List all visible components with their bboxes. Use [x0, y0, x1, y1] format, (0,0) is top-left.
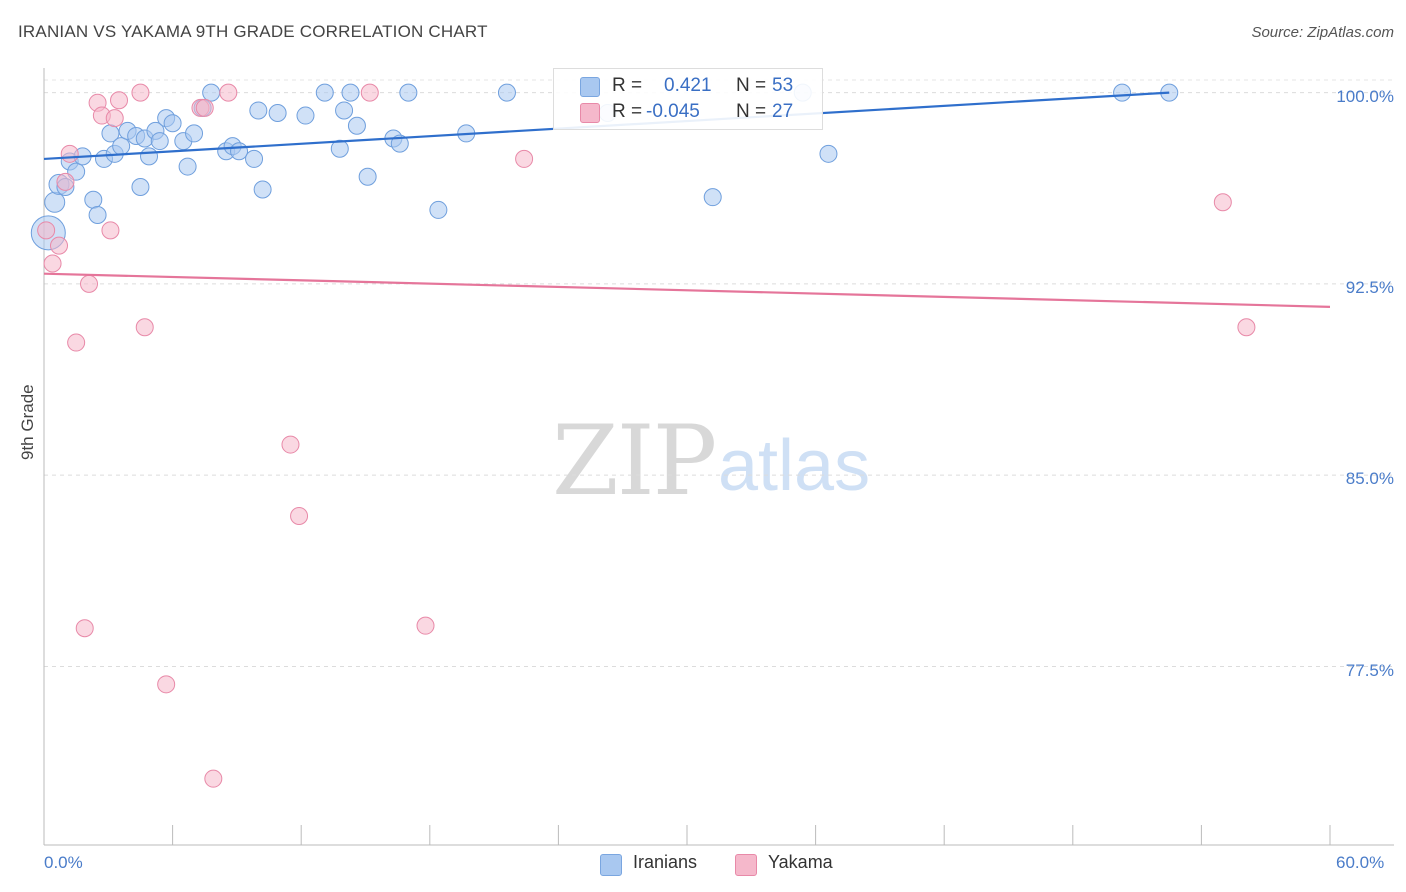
point-yakama — [204, 769, 223, 788]
legend-n-value: 27 — [772, 101, 794, 122]
point-iranians — [202, 83, 221, 102]
point-iranians — [429, 200, 448, 219]
point-iranians — [253, 180, 272, 199]
chart-title: IRANIAN VS YAKAMA 9TH GRADE CORRELATION … — [18, 22, 488, 41]
legend-n-value: 53 — [772, 75, 794, 96]
point-iranians — [44, 191, 66, 213]
point-yakama — [67, 333, 86, 352]
point-iranians — [140, 147, 159, 166]
point-yakama — [43, 254, 62, 273]
x-tick-label: 60.0% — [1336, 853, 1385, 872]
legend-swatch-iranians — [580, 77, 600, 97]
point-iranians — [249, 101, 268, 120]
point-iranians — [341, 83, 360, 102]
point-iranians — [315, 83, 334, 102]
point-yakama — [157, 675, 176, 694]
point-yakama — [60, 144, 79, 163]
point-iranians — [112, 137, 131, 156]
point-yakama — [281, 435, 300, 454]
point-yakama — [80, 274, 99, 293]
y-tick-label: 85.0% — [1345, 469, 1394, 488]
point-yakama — [360, 83, 379, 102]
point-yakama — [290, 506, 309, 525]
legend-n-label: N = — [736, 101, 767, 122]
y-tick-label: 77.5% — [1345, 661, 1394, 680]
point-iranians — [819, 144, 838, 163]
legend-swatch-yakama — [735, 854, 757, 876]
point-yakama — [37, 221, 56, 240]
point-iranians — [497, 83, 516, 102]
legend-swatch-iranians — [600, 854, 622, 876]
watermark-zip: ZIP — [552, 405, 717, 517]
point-iranians — [335, 101, 354, 120]
legend-r-label: R = — [612, 75, 643, 96]
point-iranians — [358, 167, 377, 186]
source-label: Source: ZipAtlas.com — [1251, 24, 1394, 41]
point-yakama — [105, 109, 124, 128]
legend-n-label: N = — [736, 75, 767, 96]
point-iranians — [399, 83, 418, 102]
point-iranians — [330, 139, 349, 158]
point-iranians — [185, 124, 204, 143]
point-iranians — [230, 142, 249, 161]
point-yakama — [515, 149, 534, 168]
y-tick-label: 92.5% — [1345, 278, 1394, 297]
point-iranians — [1113, 83, 1132, 102]
point-iranians — [703, 188, 722, 207]
point-iranians — [163, 114, 182, 133]
point-yakama — [416, 616, 435, 635]
x-tick-label: 0.0% — [44, 853, 83, 872]
point-iranians — [84, 190, 103, 209]
point-yakama — [50, 236, 69, 255]
point-iranians — [390, 134, 409, 153]
trend-line-yakama — [43, 272, 1331, 308]
legend-swatch-yakama — [580, 103, 600, 123]
legend-r-value: 0.421 — [664, 75, 712, 96]
point-iranians — [178, 157, 197, 176]
point-yakama — [219, 83, 238, 102]
point-yakama — [131, 83, 150, 102]
point-iranians — [131, 177, 150, 196]
legend-row-iranians: R = 0.421 N = 53 — [554, 75, 822, 101]
point-iranians — [347, 116, 366, 135]
point-yakama — [56, 172, 75, 191]
point-iranians — [150, 132, 169, 151]
watermark-atlas: atlas — [718, 426, 871, 506]
point-iranians — [88, 206, 107, 225]
y-tick-label: 100.0% — [1336, 87, 1394, 106]
point-iranians — [296, 106, 315, 125]
point-yakama — [110, 91, 129, 110]
stats-legend: R = 0.421 N = 53 R = -0.045 N = 27 — [553, 68, 823, 130]
point-yakama — [1213, 193, 1232, 212]
legend-label-iranians: Iranians — [633, 852, 698, 872]
point-yakama — [101, 221, 120, 240]
point-yakama — [75, 619, 94, 638]
point-yakama — [1237, 318, 1256, 337]
y-axis-label: 9th Grade — [18, 384, 37, 460]
legend-row-yakama: R = -0.045 N = 27 — [554, 101, 822, 127]
legend-r-label: R = — [612, 101, 643, 122]
point-iranians — [245, 149, 264, 168]
point-iranians — [268, 104, 287, 123]
point-yakama — [135, 318, 154, 337]
legend-r-value: -0.045 — [646, 101, 700, 122]
legend-label-yakama: Yakama — [768, 852, 833, 872]
point-yakama — [195, 98, 214, 117]
